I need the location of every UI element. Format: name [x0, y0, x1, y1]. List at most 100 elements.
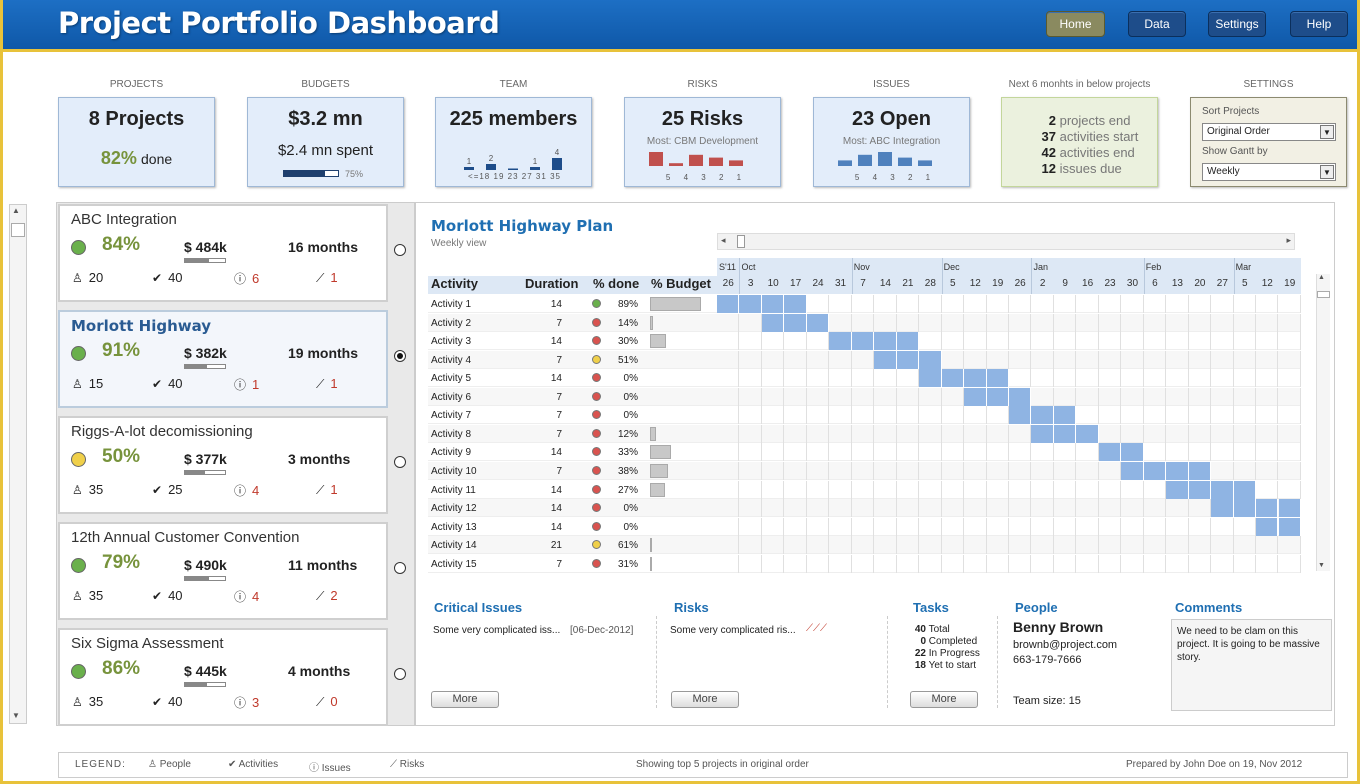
gantt-cell	[807, 461, 830, 480]
project-select-radio[interactable]	[394, 668, 406, 680]
gantt-row[interactable]: Activity 2 7 14%	[428, 313, 1301, 332]
gantt-horizontal-scrollbar[interactable]: ◂ ▸	[717, 233, 1295, 250]
project-card[interactable]: Morlott Highway 91% $ 382k 19 months ♙ 15 ✔ 40 ⓘ…	[58, 310, 388, 408]
gantt-row[interactable]: Activity 1 14 89%	[428, 295, 1301, 313]
project-card[interactable]: Six Sigma Assessment 86% $ 445k 4 months ♙ 35…	[58, 628, 388, 726]
gantt-bar	[1188, 480, 1212, 499]
nav-help-button[interactable]: Help	[1290, 11, 1348, 37]
team-bar	[508, 168, 518, 170]
gantt-cell	[739, 406, 762, 425]
gantt-cell	[852, 443, 875, 462]
activity-status-dot	[592, 558, 601, 568]
activity-budget-bar	[650, 482, 665, 497]
gantt-row[interactable]: Activity 11 14 27%	[428, 480, 1301, 499]
people-email[interactable]: brownb@project.com	[1013, 639, 1118, 651]
team-bar	[552, 158, 562, 170]
gantt-cell	[739, 387, 762, 406]
project-select-radio[interactable]	[394, 456, 406, 468]
gantt-cell	[739, 332, 762, 351]
comments-box[interactable]: We need to be clam on this project. It i…	[1171, 619, 1332, 711]
scroll-right-icon[interactable]: ▸	[1286, 235, 1291, 245]
gantt-row[interactable]: Activity 4 7 51%	[428, 350, 1301, 369]
gantt-cell	[1279, 443, 1301, 462]
risks-more-button[interactable]: More	[671, 691, 739, 708]
project-card[interactable]: Riggs-A-lot decomissioning 50% $ 377k 3 mon…	[58, 416, 388, 514]
gantt-hscroll-thumb[interactable]	[737, 235, 745, 248]
gantt-cell	[1189, 295, 1212, 313]
gantt-row[interactable]: Activity 3 14 30%	[428, 332, 1301, 351]
tasks-title: Tasks	[913, 600, 949, 615]
project-select-radio[interactable]	[394, 350, 406, 362]
scroll-up-icon[interactable]: ▲	[12, 206, 20, 215]
gantt-cell	[1256, 536, 1279, 555]
activity-duration: 7	[556, 558, 562, 570]
activity-done: 0%	[623, 503, 638, 515]
nav-data-button[interactable]: Data	[1128, 11, 1186, 37]
tasks-more-button[interactable]: More	[910, 691, 978, 708]
sort-projects-select[interactable]: Original Order ▼	[1202, 123, 1336, 141]
gantt-cell	[897, 480, 920, 499]
scroll-up-icon[interactable]: ▲	[1318, 274, 1325, 281]
col-duration-header: Duration	[525, 276, 579, 291]
person-icon: ♙	[72, 377, 83, 391]
critical-issue-text: Some very complicated iss...	[433, 625, 561, 636]
projects-scrollbar[interactable]: ▲ ▼	[9, 204, 27, 724]
check-icon: ✔	[152, 377, 163, 391]
gantt-vscroll-thumb[interactable]	[1317, 291, 1330, 298]
project-risks: ⟋ 1	[316, 270, 338, 285]
gantt-row[interactable]: Activity 6 7 0%	[428, 387, 1301, 406]
gantt-row[interactable]: Activity 12 14 0%	[428, 499, 1301, 518]
nav-settings-button[interactable]: Settings	[1208, 11, 1266, 37]
critical-issues-more-button[interactable]: More	[431, 691, 499, 708]
project-budget: $ 484k	[184, 239, 227, 255]
month-divider	[851, 258, 853, 294]
gantt-cell	[1031, 499, 1054, 518]
activity-done: 27%	[617, 484, 638, 496]
scroll-thumb[interactable]	[11, 223, 25, 237]
gantt-cell	[1211, 424, 1234, 443]
project-card[interactable]: 12th Annual Customer Convention 79% $ 490k…	[58, 522, 388, 620]
activity-duration: 7	[556, 428, 562, 440]
kpi-next-card: 2 projects end 37 activities start 42 ac…	[1001, 97, 1158, 187]
gantt-cell	[739, 461, 762, 480]
gantt-cell	[1054, 332, 1077, 351]
gantt-row[interactable]: Activity 5 14 0%	[428, 369, 1301, 388]
gantt-row[interactable]: Activity 9 14 33%	[428, 443, 1301, 462]
gantt-cell	[987, 480, 1009, 499]
scroll-left-icon[interactable]: ◂	[721, 235, 726, 245]
activity-status-dot	[592, 484, 601, 494]
gantt-cell	[942, 554, 965, 573]
gantt-cell	[1189, 424, 1212, 443]
gantt-cell	[1121, 313, 1144, 332]
risk-icon: ⟋	[316, 695, 325, 709]
gantt-week: 5	[950, 278, 956, 289]
gantt-vertical-scrollbar[interactable]: ▲ ▼	[1316, 274, 1330, 571]
critical-issues-title: Critical Issues	[434, 600, 523, 615]
gantt-view-select[interactable]: Weekly ▼	[1202, 163, 1336, 181]
gantt-row[interactable]: Activity 7 7 0%	[428, 406, 1301, 425]
gantt-row[interactable]: Activity 10 7 38%	[428, 461, 1301, 480]
gantt-cell	[897, 295, 920, 313]
gantt-cell	[919, 424, 942, 443]
project-select-radio[interactable]	[394, 244, 406, 256]
info-icon: ⓘ	[234, 378, 247, 392]
chevron-down-icon[interactable]: ▼	[1320, 165, 1334, 179]
gantt-cell	[942, 295, 965, 313]
gantt-row[interactable]: Activity 8 7 12%	[428, 424, 1301, 443]
scroll-down-icon[interactable]: ▼	[12, 711, 20, 720]
status-dot	[71, 664, 86, 679]
nav-home-button[interactable]: Home	[1046, 11, 1105, 37]
project-budget: $ 490k	[184, 557, 227, 573]
gantt-row[interactable]: Activity 14 21 61%	[428, 536, 1301, 555]
risks-title: Risks	[674, 600, 709, 615]
gantt-bar	[1121, 461, 1144, 480]
project-card[interactable]: ABC Integration 84% $ 484k 16 months ♙ 20 ✔ 40 ⓘ…	[58, 204, 388, 302]
chevron-down-icon[interactable]: ▼	[1320, 125, 1334, 139]
gantt-cell	[717, 313, 740, 332]
project-select-radio[interactable]	[394, 562, 406, 574]
scroll-down-icon[interactable]: ▼	[1318, 562, 1325, 569]
gantt-cell	[1144, 443, 1167, 462]
activity-name: Activity 12	[431, 503, 477, 515]
gantt-row[interactable]: Activity 13 14 0%	[428, 517, 1301, 536]
gantt-row[interactable]: Activity 15 7 31%	[428, 554, 1301, 573]
